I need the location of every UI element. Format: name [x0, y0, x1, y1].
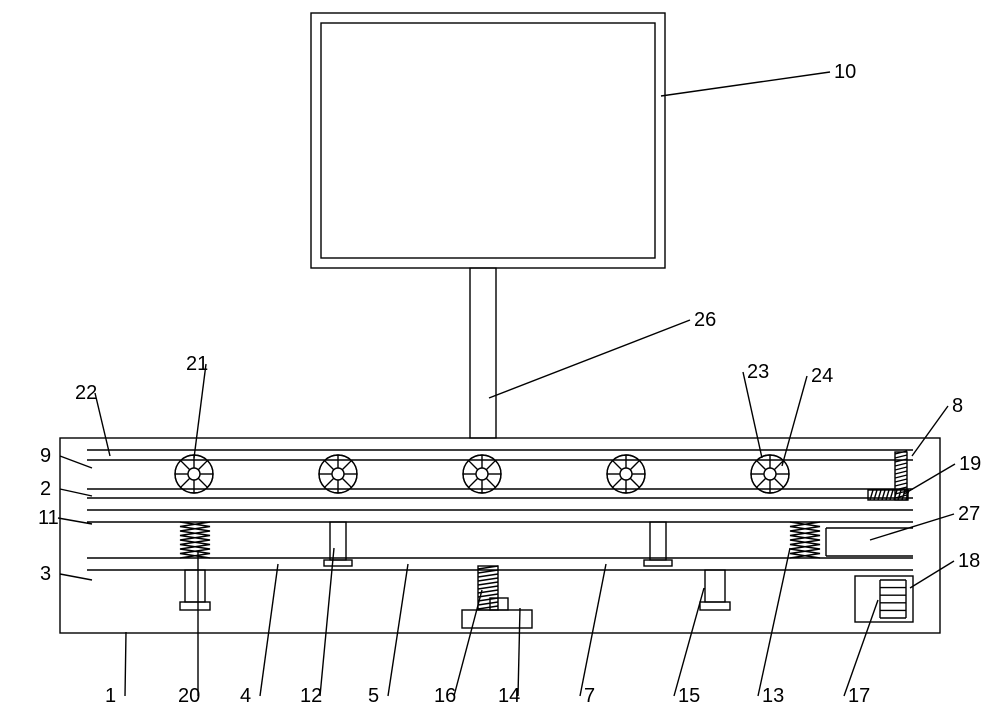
label-19: 19 — [959, 453, 981, 475]
leader-2 — [60, 489, 92, 496]
leader-14 — [518, 608, 520, 696]
label-7: 7 — [584, 685, 595, 707]
post-1 — [650, 522, 666, 560]
leader-11 — [58, 518, 92, 524]
leader-7 — [580, 564, 606, 696]
leader-1 — [125, 632, 126, 696]
label-11: 11 — [38, 507, 59, 529]
foot-cap-0 — [180, 602, 210, 610]
monitor-stand — [470, 268, 496, 438]
label-8: 8 — [952, 395, 963, 417]
label-1: 1 — [105, 685, 116, 707]
right-box — [855, 576, 913, 622]
leader-15 — [674, 588, 704, 696]
label-5: 5 — [368, 685, 379, 707]
label-4: 4 — [240, 685, 251, 707]
leader-9 — [60, 456, 92, 468]
leader-27 — [870, 514, 954, 540]
foot-cap-1 — [700, 602, 730, 610]
leader-3 — [60, 574, 92, 580]
label-9: 9 — [40, 445, 51, 467]
monitor-outer — [311, 13, 665, 268]
label-10: 10 — [834, 61, 856, 83]
monitor-inner — [321, 23, 655, 258]
label-20: 20 — [178, 685, 200, 707]
leader-22 — [95, 393, 110, 456]
leader-17 — [844, 600, 878, 696]
leader-4 — [260, 564, 278, 696]
engineering-diagram: 10 26 21 22 23 24 8 19 9 2 11 3 27 18 1 20 4 12 5 16 14 7 15 13… — [0, 0, 1000, 720]
label-27: 27 — [958, 503, 980, 525]
center-screw-cap — [490, 598, 508, 610]
leader-26 — [489, 320, 690, 398]
label-14: 14 — [498, 685, 520, 707]
leader-18 — [910, 561, 954, 588]
label-24: 24 — [811, 365, 833, 387]
leader-5 — [388, 564, 408, 696]
label-18: 18 — [958, 550, 980, 572]
label-12: 12 — [300, 685, 322, 707]
spring-0 — [180, 522, 210, 558]
label-2: 2 — [40, 478, 51, 500]
leader-16 — [454, 590, 482, 696]
leader-24 — [782, 376, 807, 466]
spring-1 — [790, 522, 820, 558]
label-17: 17 — [848, 685, 870, 707]
foot-1 — [705, 570, 725, 602]
leader-23 — [743, 372, 762, 458]
label-22: 22 — [75, 382, 97, 404]
post-0 — [330, 522, 346, 560]
post-cap-1 — [644, 560, 672, 566]
leader-19 — [904, 464, 955, 494]
leader-8 — [912, 406, 948, 456]
label-13: 13 — [762, 685, 784, 707]
label-26: 26 — [694, 309, 716, 331]
leader-21 — [194, 364, 206, 458]
label-21: 21 — [186, 353, 208, 375]
label-16: 16 — [434, 685, 456, 707]
leader-10 — [661, 72, 830, 96]
foot-0 — [185, 570, 205, 602]
post-cap-0 — [324, 560, 352, 566]
label-3: 3 — [40, 563, 51, 585]
label-15: 15 — [678, 685, 700, 707]
label-23: 23 — [747, 361, 769, 383]
